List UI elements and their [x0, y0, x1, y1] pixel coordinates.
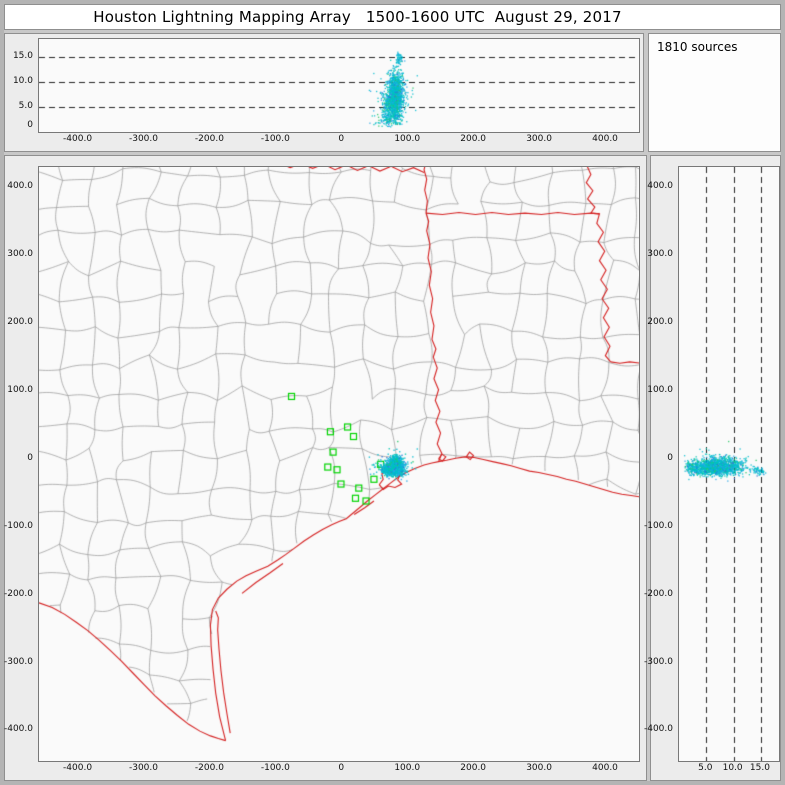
tick-label: -200.0 — [643, 588, 673, 599]
tick-label: 10.0 — [12, 75, 33, 86]
altitude-ew-panel: 15.0 10.0 5.0 0 -400.0 -300.0 -200.0 -100.0 0 10… — [4, 33, 644, 152]
sources-panel: 1810 sources — [648, 33, 781, 152]
ew-distance-axis-labels: -400.0 -300.0 -200.0 -100.0 0 100.0 200.0 300.0… — [38, 134, 638, 146]
tick-label: 5.0 — [18, 100, 33, 111]
tick-label: 0 — [338, 134, 345, 144]
plan-view-panel: 400.0 300.0 200.0 100.0 0 -100.0 -200.0 -300.0-… — [4, 155, 647, 781]
altitude-ns-panel: 400.0 300.0 200.0 100.0 0 -100.0 -200.0 -300.0 -… — [644, 155, 781, 781]
tick-label: -300.0 — [128, 763, 158, 773]
altitude-ew-plot[interactable] — [38, 38, 640, 133]
tick-label: 300.0 — [7, 249, 33, 260]
tick-label: 0 — [27, 120, 33, 130]
title-bar: Houston Lightning Mapping Array 1500-160… — [4, 4, 781, 30]
tick-label: 0 — [338, 763, 345, 773]
tick-label: 15.0 — [749, 763, 770, 773]
tick-label: -100.0 — [643, 520, 673, 531]
tick-label: -300.0 — [643, 656, 673, 667]
tick-label: -200.0 — [3, 588, 33, 599]
tick-label: -300.0 — [3, 656, 33, 667]
tick-label: -400.0 — [63, 134, 93, 144]
altitude-ns-plot[interactable] — [678, 166, 780, 762]
tick-label: 10.0 — [722, 763, 743, 773]
sources-count: 1810 sources — [657, 40, 738, 54]
altitude-ew-canvas — [39, 39, 639, 132]
tick-label: -100.0 — [260, 134, 290, 144]
tick-label: -400.0 — [643, 724, 673, 735]
tick-label: -200.0 — [194, 763, 224, 773]
tick-label: 100.0 — [394, 134, 421, 144]
tick-label: -200.0 — [194, 134, 224, 144]
tick-label: 200.0 — [647, 317, 673, 328]
tick-label: 200.0 — [7, 317, 33, 328]
altitude-axis-labels: 15.0 10.0 5.0 0 — [5, 38, 36, 131]
tick-label: 400.0 — [7, 181, 33, 192]
tick-label: 0 — [667, 452, 673, 463]
tick-label: 300.0 — [526, 763, 552, 773]
tick-label: 15.0 — [12, 50, 33, 61]
ns-distance-axis-labels: 400.0 300.0 200.0 100.0 0 -100.0 -200.0 -300.0 -… — [3, 166, 36, 760]
tick-label: 200.0 — [460, 763, 487, 773]
altitude-axis-labels-right: 5.0 10.0 15.0 — [678, 763, 778, 775]
tick-label: 0 — [27, 452, 33, 463]
tick-label: -300.0 — [128, 134, 158, 144]
altitude-ns-canvas — [679, 167, 779, 761]
plan-view-canvas — [39, 167, 639, 761]
tick-label: 300.0 — [526, 134, 552, 144]
tick-label: 100.0 — [7, 385, 33, 396]
tick-label: 400.0 — [592, 763, 618, 773]
page-title: Houston Lightning Mapping Array 1500-160… — [93, 8, 622, 26]
tick-label: 100.0 — [394, 763, 421, 773]
ew-distance-axis-labels-map: -400.0 -300.0 -200.0 -100.0 0 100.0 200.0 300.0… — [38, 763, 638, 775]
tick-label: 5.0 — [698, 763, 713, 773]
tick-label: 400.0 — [592, 134, 618, 144]
plan-view-map[interactable] — [38, 166, 640, 762]
ns-distance-axis-labels-right: 400.0 300.0 200.0 100.0 0 -100.0 -200.0 -300.0 -… — [644, 166, 676, 760]
tick-label: -100.0 — [3, 520, 33, 531]
tick-label: 400.0 — [647, 181, 673, 192]
tick-label: -100.0 — [260, 763, 290, 773]
tick-label: 300.0 — [647, 249, 673, 260]
tick-label: 100.0 — [647, 385, 673, 396]
tick-label: -400.0 — [3, 724, 33, 735]
tick-label: 200.0 — [460, 134, 487, 144]
tick-label: -400.0 — [63, 763, 93, 773]
window-body: Houston Lightning Mapping Array 1500-160… — [4, 4, 781, 781]
